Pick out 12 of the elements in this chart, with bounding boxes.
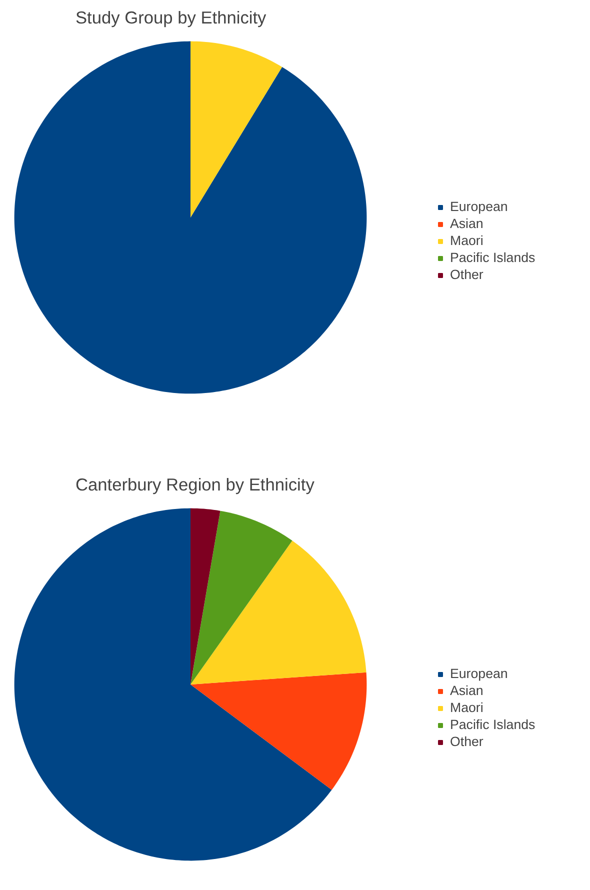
legend-label: Maori (450, 700, 484, 715)
legend-label: Pacific Islands (450, 717, 536, 732)
legend-label: Maori (450, 233, 484, 248)
legend-label: Asian (450, 216, 484, 231)
legend-label: Other (450, 267, 484, 282)
legend-label: European (450, 199, 508, 214)
chart-title: Canterbury Region by Ethnicity (76, 474, 315, 494)
legend-label: Asian (450, 683, 484, 698)
legend-label: Other (450, 734, 484, 749)
legend-label: European (450, 666, 508, 681)
chart-title: Study Group by Ethnicity (76, 8, 267, 28)
legend-label: Pacific Islands (450, 250, 536, 265)
